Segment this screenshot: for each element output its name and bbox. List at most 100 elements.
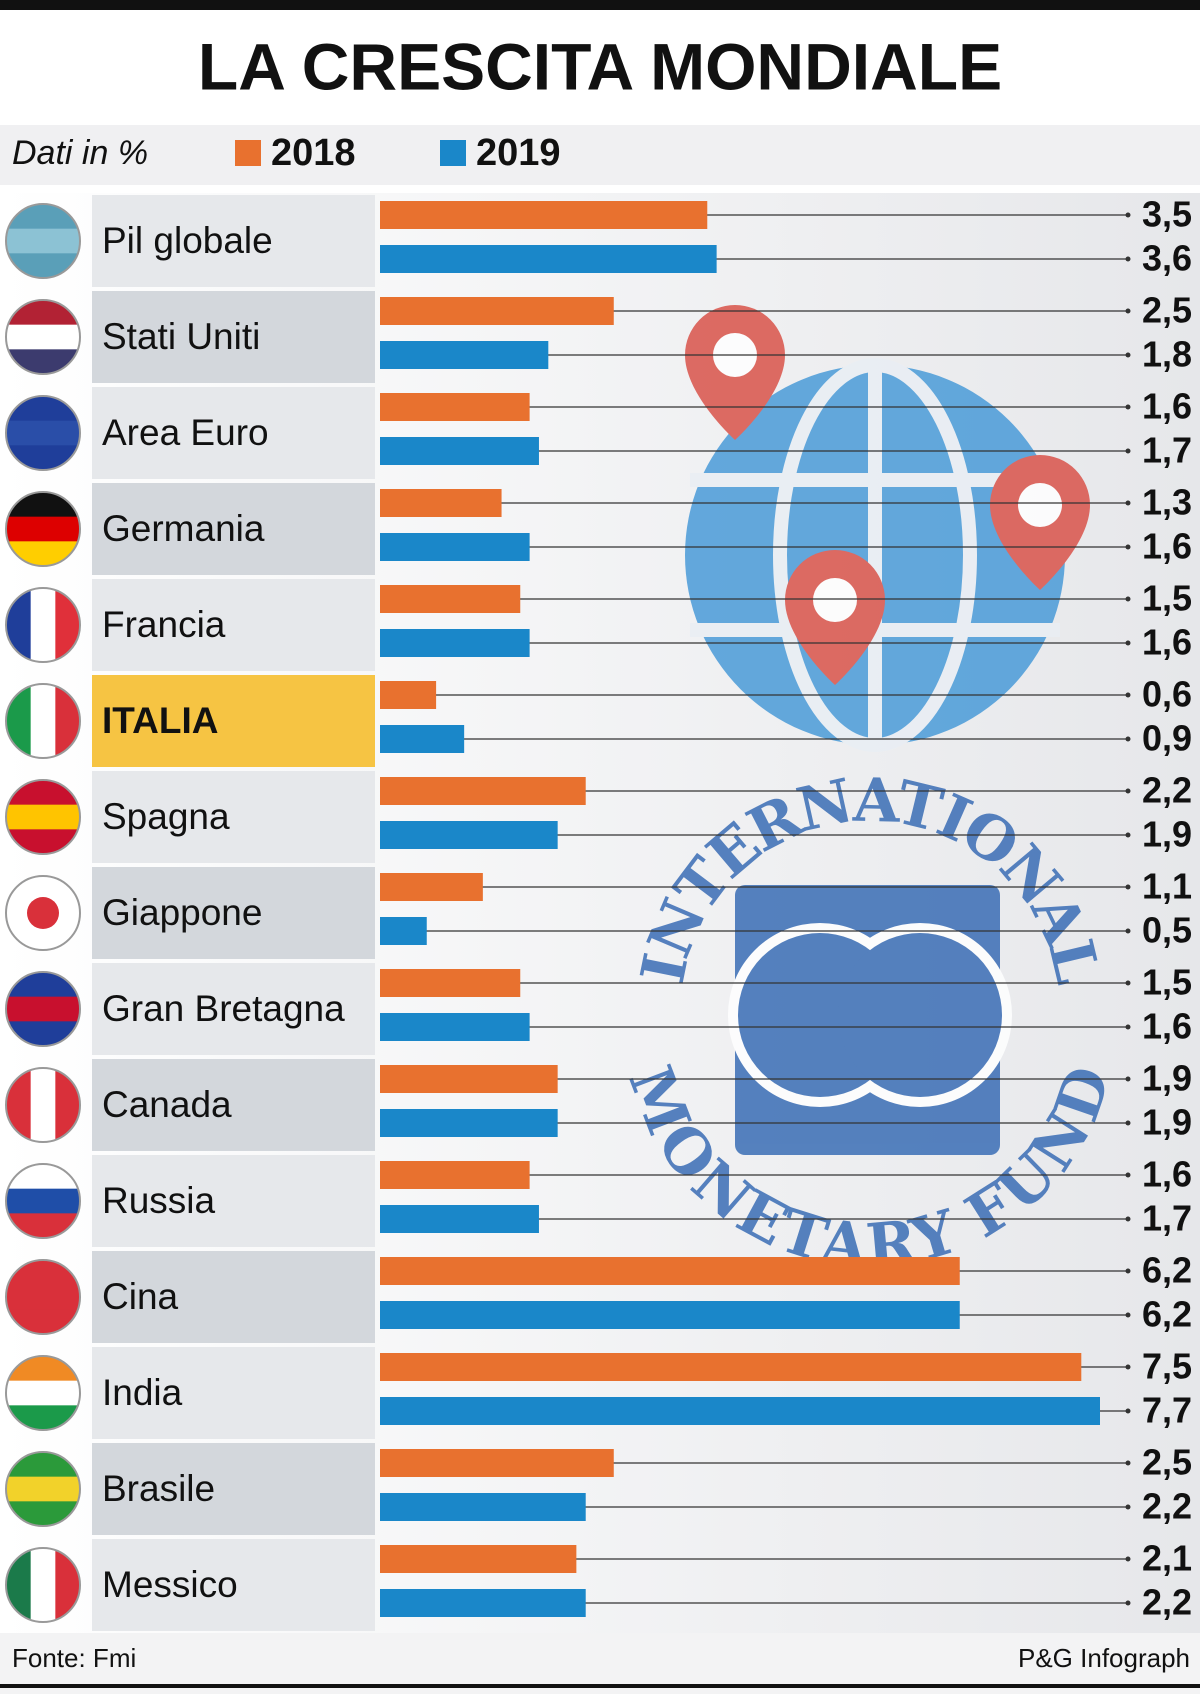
leader-dot (1125, 404, 1131, 410)
flag (5, 1355, 81, 1431)
category-label: Messico (102, 1564, 238, 1605)
leader-dot (1125, 1556, 1131, 1562)
bar (380, 777, 586, 805)
row-label-bg (92, 1059, 375, 1151)
leader-dot (1125, 212, 1131, 218)
bar (380, 1545, 577, 1573)
bar (380, 1493, 586, 1521)
leader-dot (1125, 1216, 1131, 1222)
flag (5, 971, 81, 1047)
category-label: Stati Uniti (102, 316, 260, 357)
category-label: India (102, 1372, 183, 1413)
flag (5, 395, 81, 471)
category-label: Francia (102, 604, 226, 645)
bar (380, 1205, 539, 1233)
leader-dot (1125, 640, 1131, 646)
bottom-rule (0, 1684, 1200, 1688)
leader-dot (1125, 1460, 1131, 1466)
leader-dot (1125, 1600, 1131, 1606)
flag (5, 875, 81, 951)
bar (380, 725, 465, 753)
leader-dot (1125, 1408, 1131, 1414)
value-label: 3,5 (1142, 194, 1192, 235)
category-label: Gran Bretagna (102, 988, 345, 1029)
category-label: Spagna (102, 796, 230, 837)
value-label: 3,6 (1142, 238, 1192, 279)
flag (5, 1547, 81, 1623)
value-label: 0,6 (1142, 674, 1192, 715)
leader-dot (1125, 1312, 1131, 1318)
row-label-bg (92, 195, 375, 287)
bar (380, 1353, 1082, 1381)
bar (380, 1301, 960, 1329)
leader-dot (1125, 308, 1131, 314)
bar (380, 821, 558, 849)
legend-band (0, 125, 1200, 185)
row-label-bg (92, 1539, 375, 1631)
bar (380, 1109, 558, 1137)
flag (5, 491, 81, 567)
legend-swatch (440, 140, 466, 166)
globe-decoration (685, 305, 1090, 752)
bar (380, 681, 437, 709)
bar (380, 1449, 614, 1477)
row-label-bg (92, 579, 375, 671)
bar (380, 1065, 558, 1093)
value-label: 1,7 (1142, 1198, 1192, 1239)
bar (380, 437, 539, 465)
bar (380, 969, 521, 997)
leader-dot (1125, 692, 1131, 698)
value-label: 1,6 (1142, 622, 1192, 663)
imf-logo (728, 885, 1012, 1155)
flag (5, 1163, 81, 1239)
source: Fonte: Fmi (12, 1643, 136, 1673)
leader-dot (1125, 736, 1131, 742)
leader-dot (1125, 928, 1131, 934)
value-label: 1,5 (1142, 962, 1192, 1003)
leader-dot (1125, 884, 1131, 890)
category-label: Cina (102, 1276, 179, 1317)
bar (380, 245, 717, 273)
category-label: Germania (102, 508, 265, 549)
row-label-bg (92, 1155, 375, 1247)
leader-dot (1125, 352, 1131, 358)
value-label: 2,1 (1142, 1538, 1192, 1579)
bar (380, 917, 427, 945)
flag (5, 299, 81, 375)
value-label: 1,8 (1142, 334, 1192, 375)
value-label: 1,7 (1142, 430, 1192, 471)
bar (380, 1589, 586, 1617)
row-label-bg (92, 387, 375, 479)
leader-dot (1125, 980, 1131, 986)
category-label: ITALIA (102, 700, 218, 741)
flag (5, 1451, 81, 1527)
leader-dot (1125, 256, 1131, 262)
flag (5, 1067, 81, 1143)
row-label-bg (92, 483, 375, 575)
value-label: 0,5 (1142, 910, 1192, 951)
leader-dot (1125, 544, 1131, 550)
bar (380, 1397, 1100, 1425)
leader-dot (1125, 1268, 1131, 1274)
value-label: 2,5 (1142, 290, 1192, 331)
value-label: 2,2 (1142, 1582, 1192, 1623)
flag (5, 203, 81, 279)
category-label: Giappone (102, 892, 262, 933)
value-label: 7,5 (1142, 1346, 1192, 1387)
leader-dot (1125, 788, 1131, 794)
row-label-bg (92, 867, 375, 959)
bar (380, 489, 502, 517)
category-label: Pil globale (102, 220, 273, 261)
value-label: 6,2 (1142, 1250, 1192, 1291)
bar (380, 297, 614, 325)
row-label-bg (92, 291, 375, 383)
category-label: Canada (102, 1084, 232, 1125)
value-label: 1,5 (1142, 578, 1192, 619)
flag (5, 683, 81, 759)
top-rule (0, 0, 1200, 10)
leader-dot (1125, 596, 1131, 602)
bar (380, 201, 708, 229)
flag (5, 1259, 81, 1335)
value-label: 1,9 (1142, 1058, 1192, 1099)
